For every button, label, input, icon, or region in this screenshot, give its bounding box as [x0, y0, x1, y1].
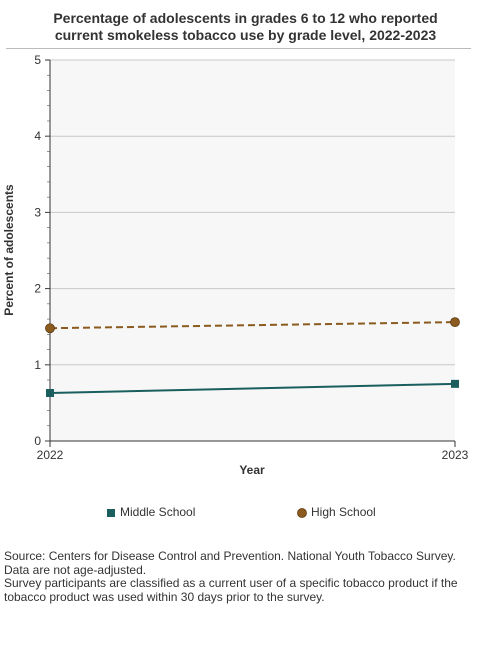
- y-tick-label: 2: [34, 282, 41, 296]
- source-notes: Source: Centers for Disease Control and …: [4, 549, 484, 604]
- legend-label-middle-school: Middle School: [120, 505, 196, 519]
- series-markers: [45, 317, 460, 397]
- source-line-3: Survey participants are classified as a …: [4, 576, 458, 590]
- y-tick-label: 0: [34, 434, 41, 448]
- y-tick-label: 4: [34, 129, 41, 143]
- y-tick-labels: 0 1 2 3 4 5: [34, 53, 41, 448]
- x-tick-label: 2022: [37, 448, 64, 462]
- source-line-2: Data are not age-adjusted.: [4, 562, 147, 577]
- legend-label-high-school: High School: [311, 505, 376, 519]
- square-marker-icon: [107, 508, 115, 517]
- x-axis-label: Year: [239, 463, 265, 477]
- gridlines: [50, 59, 455, 366]
- plot-area: [50, 60, 455, 441]
- y-tick-label: 1: [34, 358, 41, 372]
- y-tick-label: 3: [34, 205, 41, 219]
- y-tick-label: 5: [34, 53, 41, 67]
- data-point-middle-school[interactable]: [451, 379, 459, 388]
- legend-item-high-school[interactable]: High School: [297, 505, 376, 519]
- line-chart: 0 1 2 3 4 5 2022 2023 Year Percent of adolesce…: [2, 53, 469, 477]
- data-point-high-school[interactable]: [45, 323, 55, 334]
- x-tick-label: 2023: [442, 448, 469, 462]
- source-line-4: tobacco product was used within 30 days …: [4, 589, 325, 604]
- legend: Middle School High School: [0, 505, 491, 525]
- series-line-high-school: [49, 321, 456, 330]
- series-lines: [49, 321, 456, 394]
- data-point-middle-school[interactable]: [46, 388, 54, 397]
- circle-marker-icon: [297, 507, 307, 518]
- chart-title: Percentage of adolescents in grades 6 to…: [0, 10, 491, 44]
- chart-title-line-1: Percentage of adolescents in grades 6 to…: [53, 10, 438, 26]
- x-tick-labels: 2022 2023: [37, 441, 469, 462]
- data-point-high-school[interactable]: [450, 317, 460, 328]
- legend-item-middle-school[interactable]: Middle School: [106, 505, 195, 519]
- y-axis-label: Percent of adolescents: [2, 184, 16, 316]
- source-line-1: Source: Centers for Disease Control and …: [4, 549, 456, 563]
- series-line-middle-school: [49, 382, 456, 394]
- chart-title-line-2: current smokeless tobacco use by grade l…: [54, 27, 437, 43]
- title-divider: [6, 48, 471, 49]
- y-minor-ticks: [45, 59, 50, 442]
